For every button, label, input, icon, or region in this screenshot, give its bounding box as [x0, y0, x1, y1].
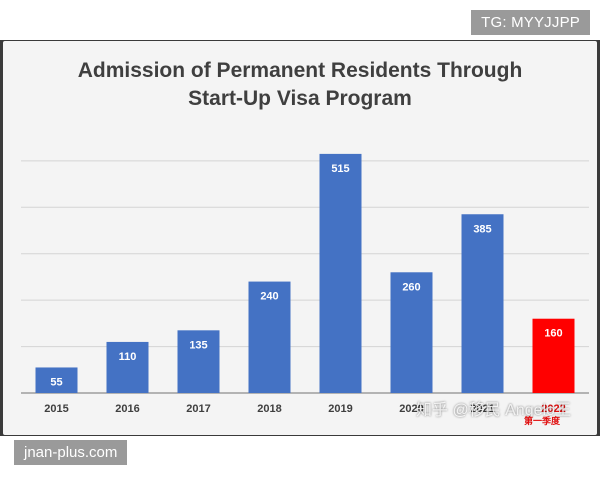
bar-2015	[35, 367, 78, 393]
data-label-2021: 385	[473, 223, 491, 235]
data-label-2016: 110	[119, 351, 137, 363]
tick-label-2016: 2016	[115, 403, 139, 415]
bar-2022	[532, 318, 575, 393]
quarter-annotation: 第一季度	[524, 416, 561, 426]
bar-2020	[390, 272, 433, 393]
tick-label-2020: 2020	[399, 403, 423, 415]
chart-title: Admission of Permanent Residents Through…	[3, 57, 597, 113]
tick-label-2017: 2017	[186, 403, 210, 415]
data-label-2017: 135	[189, 339, 207, 351]
bar-2021	[461, 214, 504, 393]
photo-frame: Admission of Permanent Residents Through…	[0, 40, 600, 436]
chart-slide: Admission of Permanent Residents Through…	[3, 41, 597, 435]
tick-label-2018: 2018	[257, 403, 281, 415]
zhihu-watermark: 知乎 @移民 Angelo王	[416, 402, 571, 419]
telegram-tag: TG: MYYJJPP	[471, 10, 590, 35]
tick-label-2021: 2021	[470, 403, 494, 415]
tick-label-2015: 2015	[44, 403, 68, 415]
site-tag: jnan-plus.com	[14, 440, 128, 465]
bar-2018	[248, 281, 291, 393]
tick-label-2019: 2019	[328, 403, 352, 415]
data-label-2018: 240	[260, 291, 278, 303]
bar-chart: 55 2015 110 2016 135 2017 240 2018 515 2019 260 202…	[21, 153, 589, 415]
data-label-2022: 160	[544, 328, 562, 340]
tick-label-2022: 2022	[541, 403, 565, 415]
data-label-2015: 55	[50, 376, 62, 388]
bar-2019	[319, 153, 362, 393]
chart-title-line-2: Start-Up Visa Program	[188, 87, 412, 110]
data-label-2019: 515	[331, 163, 349, 175]
data-label-2020: 260	[402, 281, 420, 293]
bar-2017	[177, 330, 220, 393]
bar-2016	[106, 341, 149, 393]
chart-title-line-1: Admission of Permanent Residents Through	[77, 59, 523, 82]
